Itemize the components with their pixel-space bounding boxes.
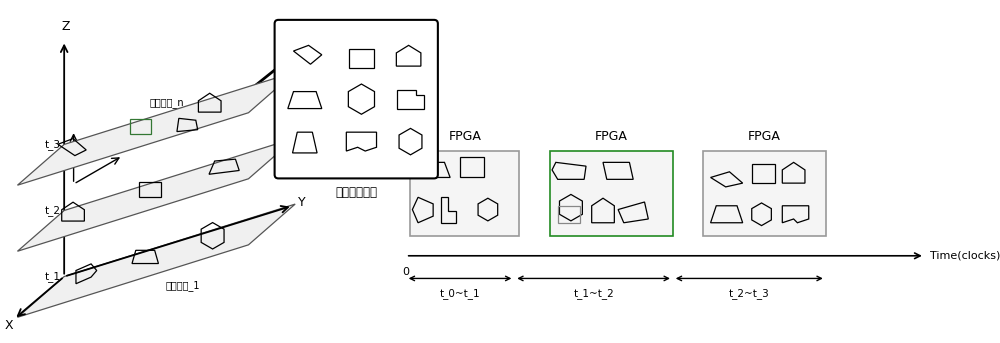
Text: t_2~t_3: t_2~t_3 <box>729 288 770 299</box>
Bar <box>558 206 580 223</box>
Bar <box>410 151 519 236</box>
Text: X: X <box>5 319 14 332</box>
Bar <box>460 157 484 177</box>
Bar <box>550 151 673 236</box>
Text: Z: Z <box>62 20 70 33</box>
Bar <box>349 49 374 68</box>
Text: Y: Y <box>298 197 306 210</box>
Text: t_2: t_2 <box>44 205 60 216</box>
Text: t_1~t_2: t_1~t_2 <box>573 288 614 299</box>
Text: FPGA: FPGA <box>595 130 628 143</box>
Text: 任务子集_1: 任务子集_1 <box>165 280 200 291</box>
FancyBboxPatch shape <box>275 20 438 178</box>
Bar <box>752 164 775 183</box>
Text: t_0~t_1: t_0~t_1 <box>440 288 480 299</box>
Text: t_3: t_3 <box>44 139 60 150</box>
Polygon shape <box>17 138 295 251</box>
Text: t_1: t_1 <box>44 271 60 282</box>
Text: FPGA: FPGA <box>748 130 781 143</box>
Bar <box>139 182 161 197</box>
Text: 0: 0 <box>402 267 409 277</box>
Bar <box>703 151 826 236</box>
Text: 任务子集_n: 任务子集_n <box>150 98 184 108</box>
Polygon shape <box>17 204 295 317</box>
Bar <box>130 119 151 134</box>
Text: Time(clocks): Time(clocks) <box>930 251 1000 261</box>
Text: FPGA: FPGA <box>448 130 481 143</box>
Text: 可重构任务集: 可重构任务集 <box>335 186 377 199</box>
Polygon shape <box>17 72 295 185</box>
